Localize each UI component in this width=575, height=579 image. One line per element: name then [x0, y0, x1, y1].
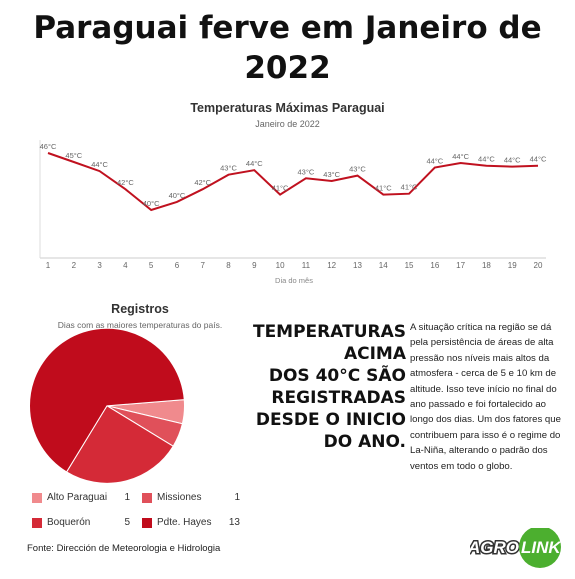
x-tick-label: 9: [252, 261, 257, 270]
x-tick-label: 2: [72, 261, 77, 270]
point-label: 43°C: [220, 164, 237, 173]
x-tick-label: 15: [405, 261, 414, 270]
line-chart: 46°C 1 45°C 2 44°C 3 42°C 4 40°C 5 40°C 6 42°C 7 43°C 8…: [39, 140, 547, 285]
point-label: 44°C: [504, 156, 521, 165]
legend-item-pdte-hayes[interactable]: Pdte. Hayes 13: [142, 517, 252, 528]
legend-item-boqueron[interactable]: Boquerón 5: [32, 517, 142, 528]
headline-line: DOS 40°C SÃO: [268, 366, 406, 386]
point-label: 45°C: [65, 151, 82, 160]
logo-text-agro: AGRO: [470, 538, 519, 557]
title-line-2: 2022: [244, 50, 331, 86]
legend-label: Missiones: [157, 492, 202, 503]
x-tick-label: 10: [276, 261, 285, 270]
pie-chart-subtitle: Dias com as maiores temperaturas do país…: [57, 320, 223, 330]
line-chart-subtitle: Janeiro de 2022: [255, 119, 320, 129]
point-label: 44°C: [91, 160, 108, 169]
title-line-1: Paraguai ferve em Janeiro de: [33, 10, 542, 46]
legend-value: 1: [124, 492, 130, 503]
x-tick-label: 5: [149, 261, 154, 270]
point-label: 43°C: [323, 170, 340, 179]
point-label: 44°C: [452, 152, 469, 161]
x-tick-label: 7: [201, 261, 206, 270]
x-tick-label: 12: [327, 261, 336, 270]
point-label: 44°C: [246, 159, 263, 168]
point-label: 40°C: [143, 199, 160, 208]
x-tick-label: 13: [353, 261, 362, 270]
x-tick-label: 16: [430, 261, 439, 270]
logo-text-link: LINK: [521, 538, 562, 557]
point-label: 44°C: [530, 155, 547, 164]
x-axis-label: Dia do mês: [275, 276, 313, 285]
legend-item-alto-paraguai[interactable]: Alto Paraguai 1: [32, 492, 142, 503]
pie-chart-title: Registros: [111, 302, 169, 316]
pie-slice-3: [28, 327, 185, 473]
x-tick-label: 1: [46, 261, 51, 270]
legend-item-missiones[interactable]: Missiones 1: [142, 492, 252, 503]
x-tick-label: 6: [175, 261, 180, 270]
point-label: 42°C: [194, 178, 211, 187]
legend-swatch: [142, 492, 152, 503]
body-paragraph: A situação crítica na região se dá pela …: [410, 322, 561, 472]
legend-swatch: [32, 517, 42, 528]
legend-swatch: [32, 492, 42, 503]
x-tick-label: 11: [302, 261, 311, 270]
pie-chart: [28, 327, 185, 484]
series-line: [47, 152, 539, 212]
legend-label: Pdte. Hayes: [157, 517, 212, 528]
legend-label: Alto Paraguai: [47, 492, 108, 503]
page-title: Paraguai ferve em Janeiro de 2022: [0, 8, 575, 88]
headline-line: TEMPERATURAS: [252, 322, 406, 342]
x-tick-label: 20: [534, 261, 543, 270]
legend-value: 13: [228, 517, 240, 528]
point-label: 41°C: [401, 183, 418, 192]
x-tick-label: 19: [508, 261, 517, 270]
headline-line: DO ANO.: [323, 432, 406, 452]
headline-line: REGISTRADAS: [271, 388, 406, 408]
point-label: 40°C: [169, 191, 186, 200]
x-tick-label: 14: [379, 261, 388, 270]
logo-circle: [519, 528, 561, 568]
point-label: 46°C: [40, 142, 57, 151]
point-label: 43°C: [298, 167, 315, 176]
headline-line: ACIMA: [343, 344, 406, 364]
x-tick-label: 3: [97, 261, 102, 270]
headline-line: DESDE O INICIO: [255, 410, 406, 430]
x-tick-label: 8: [226, 261, 231, 270]
point-label: 43°C: [349, 165, 366, 174]
line-chart-title: Temperaturas Máximas Paraguai: [190, 101, 385, 115]
point-label: 44°C: [478, 155, 495, 164]
legend-value: 5: [124, 517, 130, 528]
x-tick-label: 4: [123, 261, 128, 270]
legend-swatch: [142, 517, 152, 528]
point-label: 41°C: [272, 184, 289, 193]
x-tick-label: 18: [482, 261, 491, 270]
x-tick-label: 17: [456, 261, 465, 270]
point-label: 42°C: [117, 178, 134, 187]
pie-slice-2: [65, 405, 174, 484]
agrolink-logo: AGRO LINK: [470, 528, 562, 568]
pie-legend: Alto Paraguai 1 Missiones 1 Boquerón 5 P…: [32, 492, 252, 542]
source-note: Fonte: Dirección de Meteorologia e Hidro…: [27, 543, 221, 554]
point-label: 44°C: [426, 156, 443, 165]
legend-value: 1: [234, 492, 240, 503]
headline-text: TEMPERATURAS ACIMA DOS 40°C SÃO REGISTRA…: [253, 321, 406, 453]
legend-label: Boquerón: [47, 517, 91, 528]
point-label: 41°C: [375, 184, 392, 193]
